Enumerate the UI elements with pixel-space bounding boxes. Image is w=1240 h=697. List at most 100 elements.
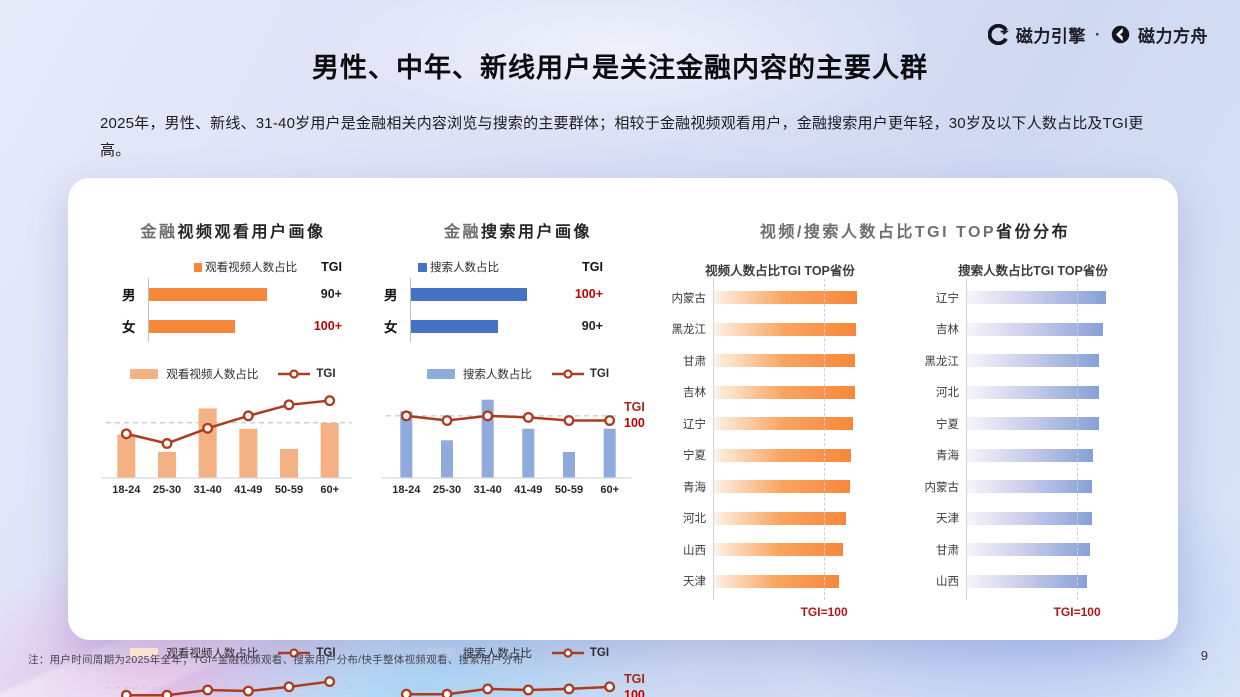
bar <box>411 319 499 333</box>
section-title-light: 金融 <box>443 224 481 241</box>
axis-category-label: 25-30 <box>433 484 461 496</box>
tgi-marker <box>202 684 214 696</box>
bar <box>198 408 217 478</box>
province-label: 河北 <box>683 513 706 526</box>
province-rows: 内蒙古 黑龙江 甘肃 吉林 辽宁 宁夏 青海 河北 山西 天津 <box>660 279 900 600</box>
province-row: 黑龙江 <box>913 345 1153 377</box>
gender-rows: 男 90+ 女 100+ <box>98 278 368 342</box>
cili-engine-logo-icon <box>987 24 1009 45</box>
category-label: 女 <box>122 320 136 335</box>
province-row: 辽宁 <box>660 408 900 440</box>
province-label: 宁夏 <box>683 450 706 463</box>
bar <box>966 511 1092 525</box>
tgi-marker <box>283 681 295 693</box>
bar-track <box>410 278 553 310</box>
province-row: 河北 <box>913 377 1153 409</box>
tgi-marker <box>242 685 254 697</box>
tgi-marker <box>161 689 173 697</box>
tgi-marker <box>604 415 616 426</box>
brand-separator: · <box>1094 24 1101 44</box>
legend-line-label: TGI <box>316 647 336 659</box>
bar-track <box>966 511 1116 525</box>
bar-track <box>713 322 863 336</box>
tgi-value: 100+ <box>574 287 603 301</box>
bar-track <box>966 574 1116 588</box>
bar <box>400 411 413 478</box>
legend-label: 搜索人数占比 <box>462 369 532 381</box>
video-age-chart: 观看视频人数占比 TGI 18-24 25-30 31-40 41-49 50-59 60+ <box>98 364 368 503</box>
gender-row: 女 100+ <box>98 310 368 342</box>
tgi-line-glyph <box>551 648 585 658</box>
province-label: 山西 <box>936 576 959 589</box>
province-row: 河北 <box>660 503 900 535</box>
footnote: 注：用户时间周期为2025年全年；TGI=金融视频观看、搜索用户分布/快手整体视… <box>28 654 524 666</box>
tgi-line <box>406 414 610 422</box>
tgi-marker <box>441 688 453 697</box>
province-label: 甘肃 <box>683 355 706 368</box>
bar-track <box>966 385 1116 399</box>
province-row: 宁夏 <box>660 440 900 472</box>
content-card: 金融视频观看用户画像 观看视频人数占比 TGI 男 90+ 女 100+ 观看视频人数占比… <box>68 178 1180 697</box>
province-row: 山西 <box>660 534 900 566</box>
tgi-ref-label: TGI=100 <box>800 605 848 619</box>
bar <box>966 448 1093 462</box>
bar-track <box>713 574 863 588</box>
gender-row: 女 90+ <box>378 310 658 342</box>
tgi-marker <box>161 438 173 449</box>
province-row: 内蒙古 <box>913 471 1153 503</box>
tgi-marker <box>120 428 132 440</box>
bar <box>713 291 858 305</box>
tgi-ref-label: TGI 100 <box>624 671 664 697</box>
bar <box>713 543 843 557</box>
legend-label: 搜索人数占比 <box>462 648 532 660</box>
province-label: 内蒙古 <box>671 292 707 305</box>
tgi-marker <box>563 683 575 695</box>
tgi-marker <box>522 684 534 696</box>
cili-ark-logo-icon <box>1110 24 1131 45</box>
legend-label: 观看视频人数占比 <box>166 369 259 381</box>
bar <box>441 440 453 478</box>
section-video-user-profile: 金融视频观看用户画像 观看视频人数占比 TGI 男 90+ 女 100+ 观看视频人数占比… <box>98 218 368 697</box>
province-label: 黑龙江 <box>924 355 960 368</box>
province-label: 吉林 <box>683 387 706 400</box>
bar <box>966 354 1100 368</box>
legend-line-label: TGI <box>589 368 610 380</box>
section-title-light: 视频/搜索人数占比TGI TOP <box>759 224 997 241</box>
province-row: 山西 <box>913 566 1153 598</box>
province-row: 吉林 <box>660 377 900 409</box>
axis-category-label: 60+ <box>320 484 339 496</box>
bar <box>713 480 850 494</box>
tgi-100-reference-line <box>824 279 826 600</box>
legend: 观看视频人数占比 TGI <box>98 364 368 384</box>
axis-category-label: 18-24 <box>392 484 421 496</box>
bar-track <box>713 417 863 431</box>
tgi-marker <box>563 415 575 426</box>
video-city-tier-chart: 观看视频人数占比 TGI 一线新一线二线三线四线五线 <box>98 643 368 697</box>
tgi-ref-label-line: TGI <box>624 671 645 686</box>
search-age-plot: 18-24 25-30 31-40 41-49 50-59 60+ <box>382 399 632 496</box>
bar-track <box>966 291 1116 305</box>
bar-track <box>713 543 863 557</box>
bar <box>603 428 616 478</box>
axis-category-label: 41-49 <box>514 484 542 496</box>
bar <box>713 385 856 399</box>
province-row: 天津 <box>913 503 1153 535</box>
section-title: 金融搜索用户画像 <box>378 218 658 242</box>
legend-line-label: TGI <box>589 647 610 659</box>
legend-swatch <box>426 369 455 379</box>
province-row: 辽宁 <box>913 282 1153 314</box>
province-label: 宁夏 <box>936 418 959 431</box>
tgi-100-reference-line <box>1077 279 1079 600</box>
bar-track <box>713 354 863 368</box>
tgi-marker <box>324 395 336 407</box>
bar <box>713 574 839 588</box>
province-label: 天津 <box>683 576 706 589</box>
video-city-plot: 一线新一线二线三线四线五线 <box>106 676 352 697</box>
legend-swatch <box>130 369 159 379</box>
bar-track <box>966 543 1116 557</box>
tgi-marker <box>482 410 494 422</box>
category-label: 女 <box>384 320 398 335</box>
section-province-tgi: 视频/搜索人数占比TGI TOP省份分布 视频人数占比TGI TOP省份 内蒙古黑… <box>660 218 1180 619</box>
bar <box>713 448 851 462</box>
tgi-ref-label: TGI 100 <box>624 399 664 431</box>
